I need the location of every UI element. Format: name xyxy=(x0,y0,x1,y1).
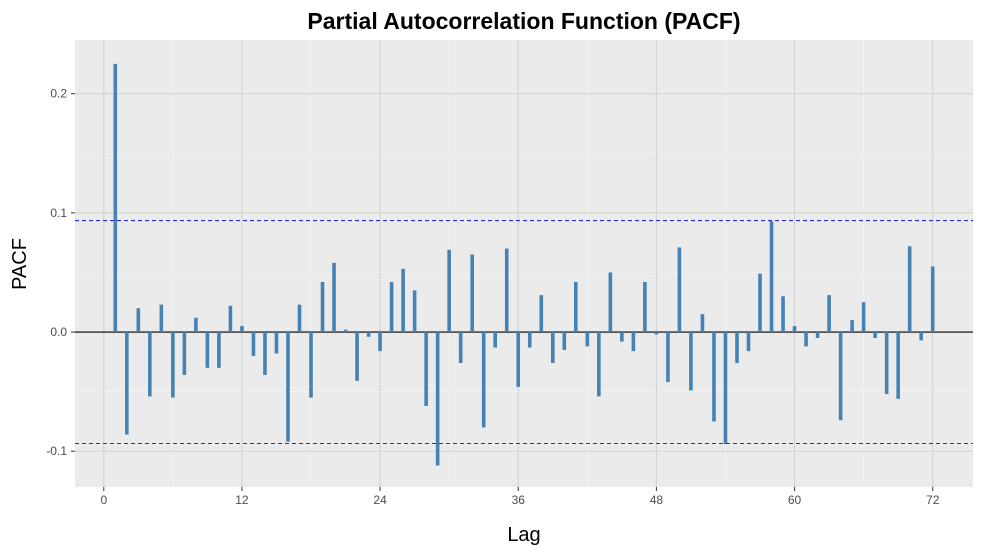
pacf-bar xyxy=(677,247,682,333)
pacf-bar xyxy=(827,295,831,333)
pacf-bar xyxy=(412,290,417,333)
pacf-bar xyxy=(643,281,647,333)
pacf-bar xyxy=(631,332,636,352)
pacf-bar xyxy=(781,296,785,333)
pacf-bar xyxy=(309,332,313,398)
pacf-bar xyxy=(723,332,728,445)
pacf-bar xyxy=(378,332,382,352)
pacf-bar xyxy=(159,304,164,333)
pacf-bar xyxy=(735,332,739,364)
pacf-bar xyxy=(274,332,279,354)
y-tick-label: 0.1 xyxy=(50,206,67,220)
pacf-bar xyxy=(424,332,428,406)
y-tick-label: -0.1 xyxy=(46,444,67,458)
pacf-bar xyxy=(608,272,613,333)
pacf-bar xyxy=(815,332,820,338)
pacf-bar xyxy=(861,302,866,333)
x-tick-label: 60 xyxy=(788,493,802,507)
pacf-bar xyxy=(125,332,129,435)
pacf-bar xyxy=(930,266,935,333)
pacf-bar xyxy=(343,329,348,333)
pacf-bar xyxy=(884,332,889,395)
pacf-bar xyxy=(850,320,854,333)
pacf-bar xyxy=(148,332,152,397)
pacf-bar xyxy=(194,317,198,333)
pacf-bar xyxy=(873,332,877,338)
chart-title: Partial Autocorrelation Function (PACF) xyxy=(307,8,740,34)
pacf-bar xyxy=(320,281,325,333)
pacf-bar xyxy=(700,314,705,333)
pacf-bar xyxy=(574,281,578,333)
pacf-bar xyxy=(171,332,175,398)
pacf-bar xyxy=(401,268,405,333)
pacf-bar xyxy=(654,332,659,335)
y-axis-ticks: -0.1 0.0 0.1 0.2 xyxy=(46,87,75,458)
x-tick-label: 12 xyxy=(235,493,249,507)
pacf-bar xyxy=(355,332,359,381)
plot-panel xyxy=(75,40,973,487)
pacf-bar xyxy=(516,332,521,387)
pacf-bar xyxy=(286,332,290,442)
pacf-bar xyxy=(838,332,843,421)
pacf-bar xyxy=(389,281,394,333)
y-axis-title: PACF xyxy=(9,238,31,290)
pacf-bar xyxy=(332,262,336,333)
pacf-bar xyxy=(366,332,371,337)
x-tick-label: 48 xyxy=(650,493,664,507)
pacf-bar xyxy=(527,332,532,348)
x-tick-label: 24 xyxy=(373,493,387,507)
pacf-bar xyxy=(182,332,187,375)
pacf-bar xyxy=(666,332,670,383)
y-tick-label: 0.0 xyxy=(50,325,67,339)
pacf-bar xyxy=(217,332,221,368)
pacf-bar xyxy=(205,332,210,368)
pacf-bar xyxy=(562,332,567,350)
pacf-bar xyxy=(493,332,498,348)
pacf-bar xyxy=(263,332,267,375)
pacf-bar xyxy=(585,332,590,347)
pacf-bar xyxy=(447,249,451,333)
pacf-bar xyxy=(919,332,923,341)
y-tick-label: 0.2 xyxy=(50,87,67,101)
pacf-bar xyxy=(458,332,463,364)
pacf-bar xyxy=(907,246,912,333)
pacf-bar xyxy=(504,248,509,333)
pacf-bar xyxy=(470,254,474,333)
pacf-bar xyxy=(712,332,716,422)
x-tick-label: 0 xyxy=(100,493,107,507)
x-axis-ticks: 0 12 24 36 48 60 72 xyxy=(100,487,940,507)
pacf-bar xyxy=(539,295,544,333)
pacf-bar xyxy=(240,326,244,333)
pacf-bar xyxy=(136,308,141,333)
x-tick-label: 72 xyxy=(926,493,940,507)
pacf-bar xyxy=(113,63,118,333)
pacf-bar xyxy=(792,326,797,333)
pacf-bar xyxy=(481,332,486,428)
pacf-bar xyxy=(758,273,762,333)
pacf-bars xyxy=(113,63,935,466)
x-axis-title: Lag xyxy=(507,524,540,546)
pacf-bar xyxy=(746,332,751,352)
pacf-bar xyxy=(435,332,440,466)
pacf-bar xyxy=(620,332,624,342)
pacf-bar xyxy=(769,221,774,333)
pacf-bar xyxy=(597,332,601,397)
pacf-bar xyxy=(896,332,900,399)
pacf-bar xyxy=(251,332,256,356)
pacf-bar xyxy=(228,305,233,333)
pacf-bar xyxy=(689,332,693,391)
pacf-bar xyxy=(550,332,555,364)
pacf-bar xyxy=(804,332,808,347)
x-tick-label: 36 xyxy=(512,493,526,507)
pacf-bar xyxy=(297,304,302,333)
